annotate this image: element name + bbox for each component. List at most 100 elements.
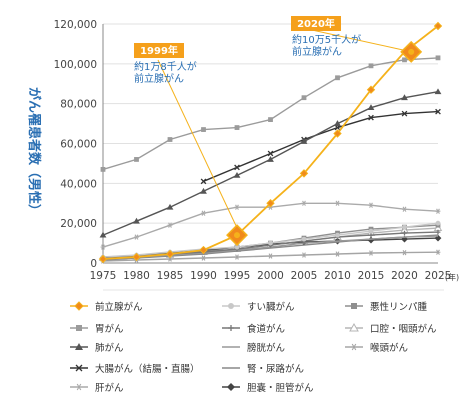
data-point (402, 249, 407, 256)
data-point (301, 95, 307, 101)
legend-swatch-marker (228, 325, 234, 331)
data-point (266, 199, 275, 208)
data-point (401, 94, 408, 101)
data-point (267, 156, 274, 162)
data-point (301, 236, 307, 242)
legend-item: 食道がん (222, 323, 285, 335)
data-point (435, 208, 441, 214)
legend-item: 膀胱がん (222, 342, 285, 354)
annotation-2020: 2020年 約10万5千人が 前立腺がん (291, 16, 404, 58)
data-point (402, 230, 407, 236)
series-2 (99, 88, 442, 238)
series-1 (100, 55, 441, 172)
data-point (233, 171, 241, 178)
y-tick-label: 80,000 (60, 99, 97, 111)
gridlines (103, 23, 438, 264)
data-point (234, 204, 240, 210)
x-tick-label: 1980 (123, 270, 150, 282)
data-point (434, 88, 442, 95)
data-point (200, 187, 207, 194)
legend-swatch-marker (75, 364, 83, 372)
data-point (301, 252, 307, 258)
legend-item: すい臓がん (222, 301, 295, 313)
data-point (368, 202, 374, 208)
legend-item: 胆嚢・胆管がん (222, 382, 314, 394)
highlight-point-center (408, 48, 415, 55)
series-line (102, 202, 439, 248)
data-point (199, 245, 208, 255)
x-tick-label: 2015 (358, 270, 385, 282)
data-point (100, 166, 106, 172)
legend-item: 肝がん (70, 382, 124, 394)
data-point (268, 240, 273, 246)
x-tick-label: 2020 (391, 270, 418, 282)
legend-label: 胃がん (95, 323, 124, 335)
data-point (402, 206, 407, 212)
data-point (267, 150, 274, 157)
legend-item: 腎・尿路がん (222, 363, 304, 375)
annotation-1999-line2: 前立腺がん (134, 72, 184, 85)
data-point (401, 235, 408, 243)
data-point (299, 169, 309, 178)
data-point (335, 232, 340, 238)
x-tick-label: 1975 (90, 270, 117, 282)
data-point (134, 234, 139, 240)
legend-swatch-marker (74, 301, 84, 311)
series-line (102, 91, 439, 236)
annotation-2020-line1: 約10万5千人が (292, 33, 361, 46)
data-point (367, 236, 375, 244)
data-point (268, 117, 273, 122)
x-tick-label: 1995 (224, 270, 251, 282)
legend-swatch-marker (76, 383, 82, 391)
data-point (435, 229, 441, 235)
x-tick-label: 2005 (291, 270, 318, 282)
y-tick-label: 20,000 (60, 218, 97, 230)
data-point (334, 120, 341, 126)
x-unit-label: (年) (445, 272, 459, 282)
data-point (268, 253, 273, 259)
y-tick-label: 100,000 (54, 59, 97, 71)
legend-label: 大腸がん（結腸・直腸） (95, 363, 200, 375)
data-point (167, 222, 173, 228)
data-point (434, 234, 442, 242)
x-tick-label: 1990 (190, 270, 217, 282)
x-tick-label: 2000 (257, 270, 284, 282)
data-point (368, 228, 374, 234)
annotation-1999-title: 1999年 (140, 44, 178, 57)
data-point (234, 164, 240, 171)
data-point (335, 75, 340, 81)
data-point (401, 110, 408, 117)
legend-item: 前立腺がん (70, 301, 143, 313)
series-lines (98, 21, 443, 264)
annotation-2020-leader (311, 29, 404, 51)
legend-label: すい臓がん (247, 301, 295, 313)
series-line (203, 110, 439, 182)
data-point (234, 125, 240, 130)
legend-swatch-marker (351, 303, 357, 309)
y-tick-label: 0 (90, 258, 97, 270)
highlight-markers (226, 40, 423, 247)
x-tick-label: 2010 (324, 270, 351, 282)
data-point (132, 252, 141, 262)
data-point (201, 255, 206, 261)
data-point (368, 114, 374, 121)
legend-swatch-marker (76, 325, 82, 331)
legend-label: 食道がん (247, 323, 285, 335)
data-point (166, 203, 174, 210)
annotation-2020-tag (291, 16, 341, 31)
legend-item: 悪性リンパ腫 (345, 301, 428, 313)
data-point (367, 104, 375, 111)
annotation-1999-line1: 約1万8千人が (134, 60, 197, 73)
data-point (368, 63, 374, 69)
data-point (335, 251, 340, 257)
axes: 0 20,000 40,000 60,000 80,000 100,000 120,000 1… (54, 19, 460, 282)
data-point (98, 254, 108, 264)
legend-label: 喉頭がん (370, 342, 408, 354)
legend-swatch-marker (351, 343, 357, 351)
data-point (368, 250, 374, 256)
legend-item: 肺がん (70, 342, 124, 354)
legend-label: 肝がん (95, 382, 124, 394)
data-point (435, 220, 441, 226)
highlight-point-center (234, 232, 240, 239)
